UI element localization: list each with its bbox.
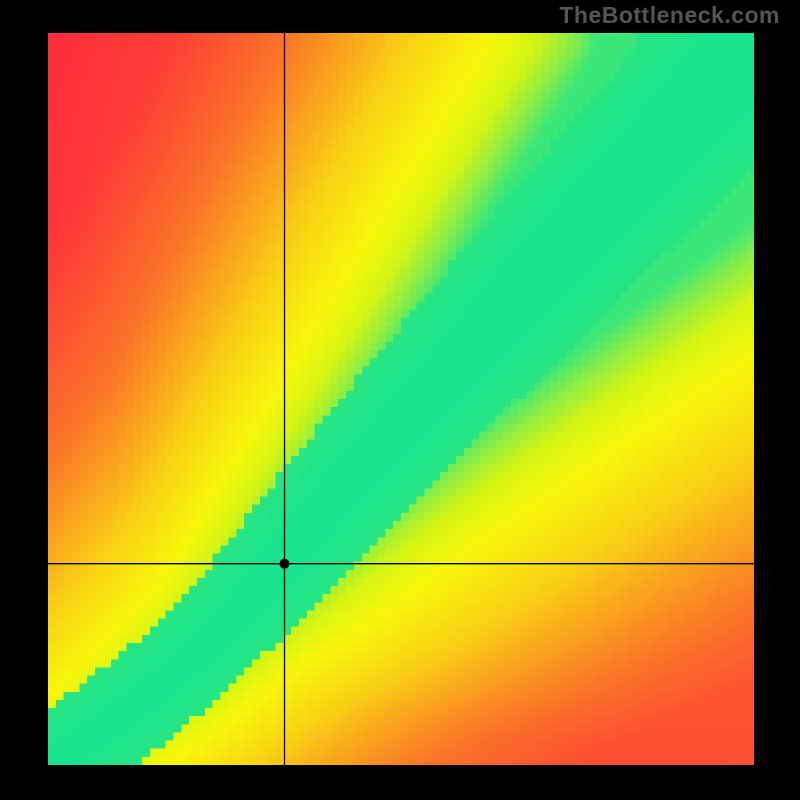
heatmap-plot <box>48 33 754 765</box>
heatmap-canvas <box>48 33 754 765</box>
watermark-label: TheBottleneck.com <box>559 2 780 29</box>
